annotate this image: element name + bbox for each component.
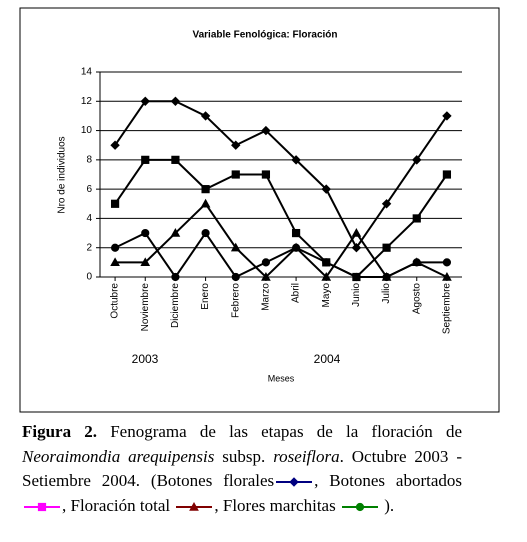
caption-text: . Octubre 2003 - Setiembre 2004. ( xyxy=(22,446,462,491)
marker xyxy=(412,155,422,165)
y-tick-label: 8 xyxy=(86,154,92,165)
legend-entry: Flores marchitas xyxy=(222,495,336,515)
series-line xyxy=(115,202,448,279)
marker xyxy=(412,258,421,267)
chart-title: Variable Fenológica: Floración xyxy=(192,30,337,41)
x-tick-label: Diciembre xyxy=(170,283,181,328)
marker xyxy=(351,228,362,237)
x-tick-label: Agosto xyxy=(411,283,422,315)
marker xyxy=(171,272,180,282)
marker xyxy=(412,214,421,223)
x-tick-label: Noviembre xyxy=(140,283,151,332)
caption-punct: , xyxy=(314,471,319,490)
marker xyxy=(261,271,271,281)
marker xyxy=(291,155,301,165)
x-tick-label: Marzo xyxy=(261,283,272,311)
x-tick-label: Mayo xyxy=(321,283,332,308)
legend-entry: Floración total xyxy=(70,495,171,515)
y-axis-label: Nro de individuos xyxy=(57,136,68,213)
legend-swatch xyxy=(276,477,313,487)
marker xyxy=(231,272,240,282)
x-tick-label: Octubre xyxy=(110,283,121,319)
marker xyxy=(110,257,120,267)
marker xyxy=(442,170,452,179)
x-tick-label: Enero xyxy=(200,283,211,310)
marker xyxy=(110,140,120,150)
x-tick-label: Abril xyxy=(291,283,302,303)
y-tick-label: 6 xyxy=(86,184,92,195)
marker xyxy=(140,96,150,106)
x-tick-label: Febrero xyxy=(230,283,241,318)
caption-punct: ). xyxy=(384,495,395,515)
marker xyxy=(355,502,365,511)
marker xyxy=(321,184,331,194)
marker xyxy=(442,271,452,281)
marker xyxy=(231,140,241,150)
marker xyxy=(231,170,240,179)
marker xyxy=(230,242,241,252)
y-tick-label: 0 xyxy=(86,272,92,283)
legend-entry: Botones abortados xyxy=(329,471,462,490)
marker xyxy=(200,111,211,121)
caption-text: Fenograma de las etapas de la floración … xyxy=(110,422,462,441)
marker xyxy=(189,501,200,511)
marker xyxy=(140,257,151,267)
marker xyxy=(170,96,181,106)
marker xyxy=(382,243,391,252)
series-line xyxy=(114,231,447,279)
marker xyxy=(289,477,299,487)
x-axis-label: Meses xyxy=(268,373,295,383)
x-tick-label: Julio xyxy=(381,283,392,304)
marker xyxy=(141,155,150,164)
caption-text: subsp. xyxy=(222,446,266,466)
legend-swatch xyxy=(176,501,213,511)
legend-entry: Botones florales xyxy=(156,471,275,490)
legend-swatch xyxy=(24,502,60,511)
marker xyxy=(321,271,332,281)
series-line xyxy=(114,158,448,279)
marker xyxy=(291,228,301,238)
marker xyxy=(382,272,391,282)
y-tick-label: 14 xyxy=(81,67,93,78)
caption-punct: , xyxy=(214,495,219,515)
caption-variety: roseiflora xyxy=(273,446,340,466)
marker xyxy=(170,228,181,237)
marker xyxy=(37,502,47,511)
marker xyxy=(381,199,392,209)
marker xyxy=(291,243,301,252)
year-label: 2004 xyxy=(314,352,341,366)
marker xyxy=(141,228,150,238)
y-tick-label: 10 xyxy=(81,125,93,136)
caption-punct: , xyxy=(62,495,67,515)
marker xyxy=(352,272,361,282)
x-tick-label: Septiembre xyxy=(442,283,453,335)
marker xyxy=(442,258,452,267)
marker xyxy=(261,125,271,136)
marker xyxy=(171,155,180,164)
marker xyxy=(261,170,271,179)
marker xyxy=(110,199,120,208)
y-tick-label: 4 xyxy=(86,213,92,224)
chart-border xyxy=(19,7,500,413)
x-tick-label: Junio xyxy=(351,283,362,307)
marker xyxy=(110,243,120,252)
caption-label: Figura 2. xyxy=(22,422,98,441)
y-tick-label: 2 xyxy=(86,242,92,253)
caption: Figura 2. Fenograma de las etapas de la … xyxy=(22,420,462,518)
marker xyxy=(322,258,331,267)
year-label: 2003 xyxy=(132,352,159,366)
marker xyxy=(351,243,362,253)
caption-species: Neoraimondia arequipensis xyxy=(22,446,215,466)
marker xyxy=(200,198,211,208)
marker xyxy=(442,111,452,121)
marker xyxy=(261,258,271,267)
y-tick-label: 12 xyxy=(81,96,93,107)
legend-swatch xyxy=(341,502,378,511)
marker xyxy=(201,228,210,238)
marker xyxy=(201,185,210,194)
chart: Variable Fenológica: Floración Nro de in… xyxy=(19,7,500,413)
series-line xyxy=(114,100,448,250)
